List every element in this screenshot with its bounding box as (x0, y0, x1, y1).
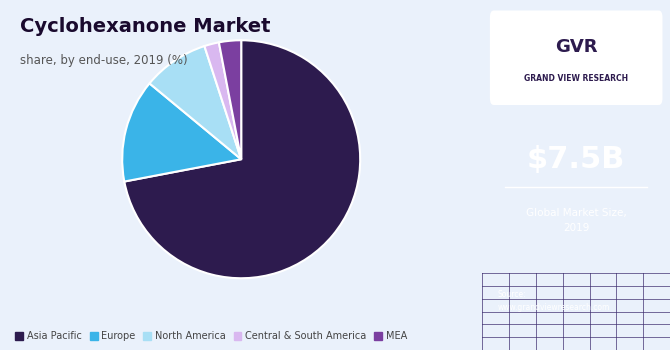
Text: share, by end-use, 2019 (%): share, by end-use, 2019 (%) (20, 54, 188, 67)
Wedge shape (219, 40, 241, 159)
FancyBboxPatch shape (490, 10, 663, 105)
Text: GVR: GVR (555, 38, 598, 56)
Wedge shape (122, 83, 241, 182)
Wedge shape (204, 42, 241, 159)
Text: Global Market Size,
2019: Global Market Size, 2019 (526, 208, 626, 233)
Text: GRAND VIEW RESEARCH: GRAND VIEW RESEARCH (524, 74, 628, 83)
Wedge shape (125, 40, 360, 278)
Text: Source:
www.grandviewresearch.com: Source: www.grandviewresearch.com (497, 290, 610, 312)
Text: Cyclohexanone Market: Cyclohexanone Market (20, 18, 271, 36)
Text: $7.5B: $7.5B (527, 145, 625, 174)
Legend: Asia Pacific, Europe, North America, Central & South America, MEA: Asia Pacific, Europe, North America, Cen… (11, 327, 411, 345)
Wedge shape (149, 46, 241, 159)
